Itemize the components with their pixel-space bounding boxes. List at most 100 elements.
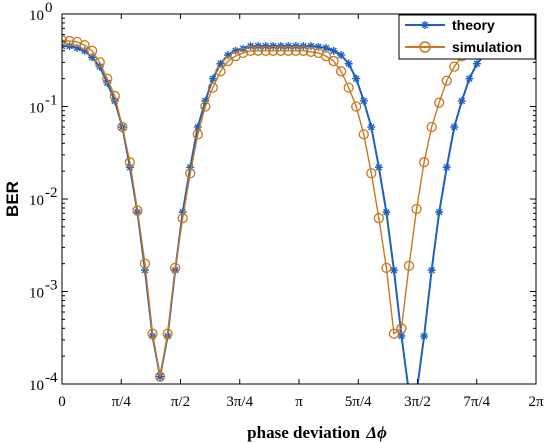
x-tick-label: π/2 — [171, 394, 190, 410]
legend-label-simulation: simulation — [452, 39, 522, 55]
legend-marker-simulation — [419, 41, 431, 53]
point-theory — [337, 51, 346, 60]
point-simulation — [426, 121, 437, 133]
x-tick-label: 3π/2 — [404, 394, 431, 410]
point-simulation — [260, 45, 271, 56]
point-theory — [442, 163, 451, 172]
point-simulation — [162, 328, 173, 339]
axes-layer: 0 π/4 π/2 3π/4 π 5π/4 3π/2 7π/4 2π10-410-310-210… — [29, 0, 544, 410]
point-simulation — [298, 45, 309, 56]
series-simulation — [62, 35, 535, 382]
point-simulation — [366, 168, 377, 179]
point-simulation — [441, 75, 452, 86]
point-theory — [435, 208, 444, 217]
x-tick-label: 0 — [58, 394, 66, 410]
point-simulation — [320, 51, 332, 62]
point-simulation — [418, 157, 430, 168]
point-simulation — [335, 66, 347, 77]
line-simulation — [62, 39, 530, 377]
point-simulation — [215, 66, 226, 77]
point-simulation — [252, 45, 264, 56]
point-simulation — [268, 45, 279, 56]
point-simulation — [283, 45, 294, 56]
y-tick-label: 10 — [29, 378, 44, 394]
point-theory — [450, 123, 459, 132]
y-tick-label: 10 — [29, 193, 44, 209]
point-simulation — [222, 55, 234, 67]
point-simulation — [170, 262, 181, 274]
legend-label-theory: theory — [452, 17, 495, 33]
y-tick-exponent: 0 — [45, 0, 53, 16]
point-theory — [374, 163, 383, 172]
point-simulation — [139, 258, 151, 269]
point-theory — [329, 46, 338, 55]
point-simulation — [109, 90, 120, 102]
point-simulation — [434, 97, 445, 108]
point-simulation — [177, 213, 188, 224]
point-theory — [427, 266, 436, 275]
y-tick-label: 10 — [29, 101, 44, 117]
point-simulation — [275, 45, 286, 56]
x-tick-label: 7π/4 — [463, 394, 490, 410]
point-simulation — [79, 40, 90, 51]
point-simulation — [396, 323, 407, 334]
point-simulation — [64, 35, 75, 47]
point-simulation — [305, 46, 317, 57]
series-theory — [62, 37, 534, 384]
point-simulation — [351, 101, 362, 112]
plot-frame — [61, 13, 537, 385]
point-simulation — [87, 45, 98, 56]
point-theory — [344, 59, 353, 68]
x-axis-label-symbol: Δϕ — [365, 423, 387, 442]
y-tick-exponent: -1 — [45, 93, 58, 109]
x-tick-label: 5π/4 — [345, 394, 372, 410]
point-simulation — [147, 328, 158, 339]
point-theory — [352, 74, 361, 83]
y-axis-label: BER — [3, 181, 22, 217]
x-tick-label: π/4 — [112, 394, 132, 410]
point-simulation — [373, 213, 384, 224]
point-theory — [389, 266, 398, 275]
point-simulation — [381, 262, 392, 274]
point-simulation — [185, 168, 196, 179]
point-simulation — [132, 205, 143, 216]
y-tick-label: 10 — [29, 286, 44, 302]
x-tick-label: 2π — [528, 394, 544, 410]
legend-asterisk-theory — [421, 21, 429, 29]
point-simulation — [192, 129, 203, 140]
point-theory — [472, 59, 481, 68]
point-simulation — [343, 82, 354, 93]
point-simulation — [411, 203, 422, 215]
point-theory — [457, 96, 466, 105]
point-simulation — [290, 45, 302, 56]
x-axis-label-text: phase deviation — [247, 423, 360, 442]
legend-marker-theory — [421, 21, 429, 29]
point-simulation — [207, 82, 219, 93]
point-theory — [208, 74, 217, 83]
point-simulation — [328, 55, 339, 67]
point-theory — [465, 74, 474, 83]
point-theory — [420, 332, 429, 341]
point-simulation — [200, 101, 211, 112]
point-theory — [382, 208, 391, 217]
point-simulation — [237, 47, 249, 59]
y-tick-label: 10 — [29, 8, 44, 24]
point-simulation — [102, 73, 113, 84]
point-simulation — [388, 328, 400, 339]
point-simulation — [124, 157, 136, 168]
point-theory — [367, 123, 376, 132]
point-theory — [322, 43, 331, 52]
point-simulation — [117, 121, 128, 133]
point-simulation — [449, 61, 460, 72]
point-simulation — [62, 35, 68, 46]
point-simulation — [154, 371, 166, 382]
point-simulation — [245, 45, 256, 56]
y-tick-exponent: -4 — [45, 370, 58, 386]
y-tick-exponent: -3 — [45, 278, 58, 294]
x-axis-label: phase deviation Δϕ — [247, 423, 387, 442]
series-layer — [62, 35, 535, 384]
x-tick-label: 3π/4 — [226, 394, 253, 410]
y-tick-exponent: -2 — [45, 185, 58, 201]
point-simulation — [94, 57, 105, 68]
